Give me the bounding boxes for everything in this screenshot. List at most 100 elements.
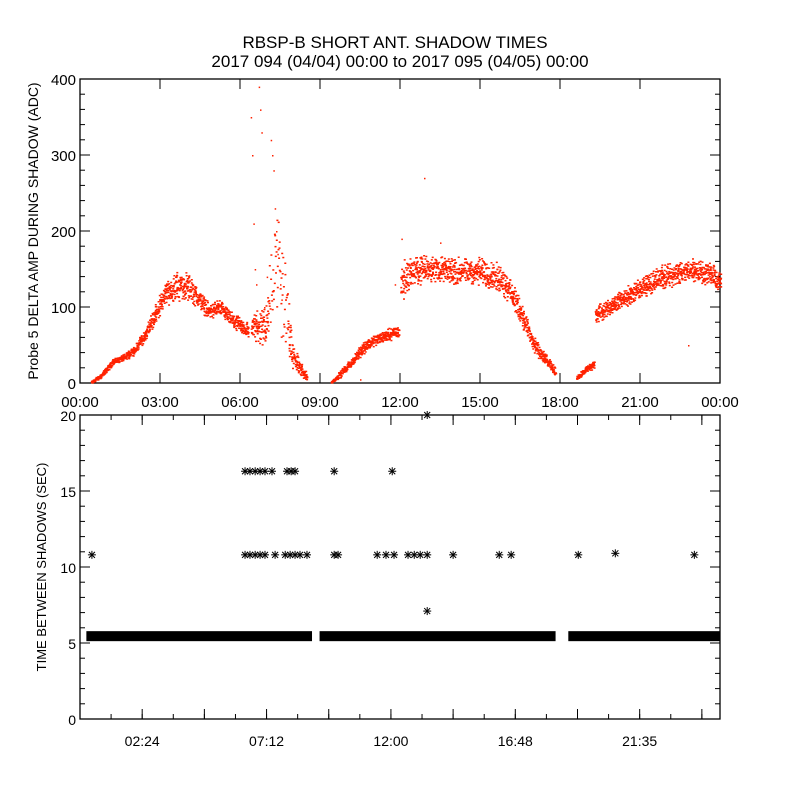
x-tick-label: 07:12 [249, 733, 284, 749]
data-point [253, 322, 256, 325]
data-point [499, 269, 502, 271]
data-point [697, 270, 699, 272]
data-point [545, 360, 548, 362]
data-point [549, 361, 552, 363]
data-point [404, 292, 407, 294]
data-point [514, 310, 517, 313]
data-point [719, 278, 722, 280]
data-point [394, 328, 397, 331]
data-point [188, 275, 191, 277]
data-point [152, 326, 155, 329]
data-point [433, 277, 436, 280]
data-point [442, 264, 445, 266]
data-point [714, 281, 716, 283]
data-point [337, 377, 340, 379]
data-point [386, 332, 389, 335]
data-point [623, 295, 626, 298]
data-point [430, 275, 433, 277]
data-point [526, 324, 529, 326]
data-point [612, 302, 615, 304]
data-point [349, 366, 352, 368]
asterisk-point [611, 549, 620, 558]
data-point [432, 271, 434, 274]
data-point [343, 369, 346, 371]
data-point [194, 289, 197, 292]
data-point [676, 275, 679, 278]
data-point [370, 344, 373, 346]
data-point [229, 317, 231, 320]
data-point [586, 370, 589, 372]
data-point [638, 296, 641, 299]
data-point [635, 293, 638, 296]
data-point [212, 310, 215, 312]
data-point [238, 327, 241, 329]
data-point [186, 279, 189, 282]
data-point [294, 357, 297, 359]
data-point [189, 280, 192, 282]
data-point [511, 301, 514, 303]
data-point [502, 278, 504, 280]
data-point [647, 288, 650, 291]
data-point [678, 281, 681, 284]
data-point [695, 277, 698, 279]
data-point [182, 295, 185, 298]
data-point [685, 273, 688, 276]
data-point [237, 315, 239, 317]
data-point [677, 269, 680, 271]
data-point [546, 359, 549, 361]
data-point [707, 269, 710, 271]
data-point [146, 329, 148, 331]
data-point [541, 355, 544, 357]
data-point [660, 266, 663, 269]
data-point [705, 268, 708, 270]
data-point [169, 294, 172, 297]
data-point [153, 323, 155, 326]
data-point [240, 330, 243, 332]
data-point [490, 274, 493, 276]
data-point [504, 286, 507, 288]
data-point [683, 279, 686, 281]
data-point [667, 267, 670, 269]
data-point [612, 305, 615, 308]
data-point [407, 282, 410, 284]
data-point [242, 329, 244, 331]
data-point [268, 300, 271, 302]
data-point [464, 279, 467, 281]
data-point [578, 376, 581, 378]
data-point [264, 335, 267, 338]
data-point [438, 276, 440, 279]
data-point [597, 307, 600, 310]
x-tick-label: 03:00 [141, 394, 179, 411]
data-point [227, 309, 230, 312]
data-point [628, 297, 631, 299]
data-point [446, 278, 449, 280]
data-point [605, 315, 608, 318]
data-point [464, 269, 467, 272]
data-point [513, 292, 516, 295]
data-point [699, 277, 702, 279]
data-point [701, 274, 704, 276]
asterisk-point [291, 550, 300, 559]
data-point [360, 353, 363, 356]
data-point [431, 256, 434, 259]
data-point [183, 278, 186, 281]
data-point [360, 350, 363, 352]
data-point [458, 268, 461, 271]
data-point [413, 282, 416, 284]
data-point [261, 310, 264, 312]
data-point [357, 356, 360, 358]
data-point [360, 346, 363, 349]
data-point [424, 271, 427, 274]
data-point [270, 254, 273, 256]
data-point [667, 263, 670, 265]
data-point [627, 305, 629, 307]
data-point [500, 284, 503, 286]
data-point [144, 337, 146, 339]
data-point [132, 355, 135, 357]
data-point [192, 287, 195, 290]
data-point [190, 282, 193, 284]
data-point [443, 261, 446, 264]
data-point [613, 303, 615, 305]
data-point [364, 351, 367, 353]
data-point [117, 359, 120, 362]
